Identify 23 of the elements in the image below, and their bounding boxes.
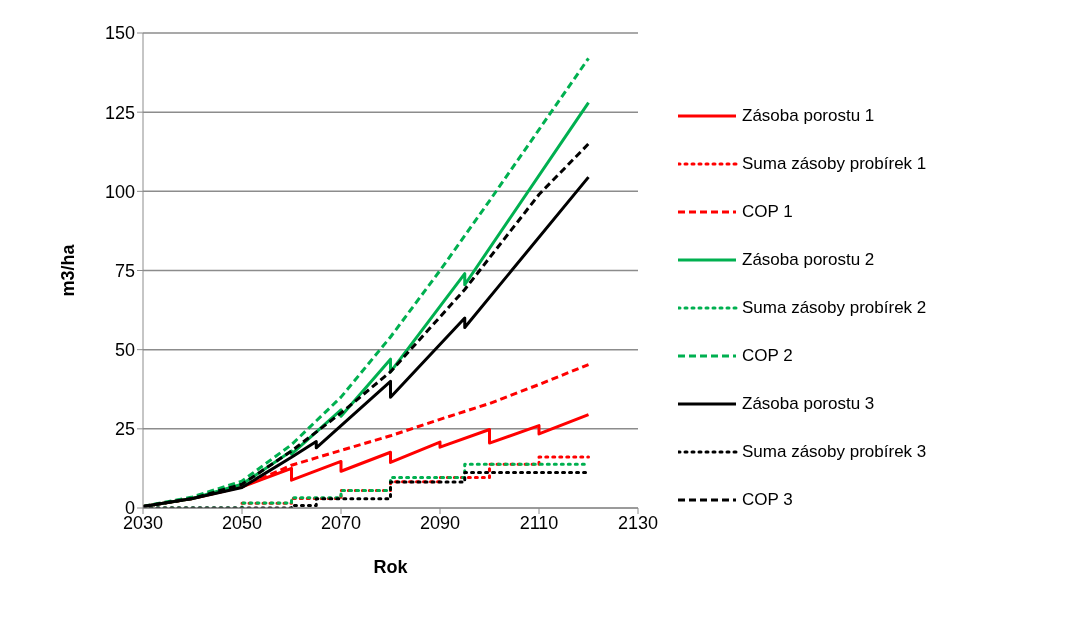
legend-label: Zásoba porostu 2 <box>742 250 875 270</box>
legend-label: COP 1 <box>742 202 793 222</box>
x-axis-title: Rok <box>373 557 409 577</box>
y-tick-label: 100 <box>104 181 135 202</box>
y-tick-label: 125 <box>104 102 135 123</box>
legend-label: Zásoba porostu 1 <box>742 106 875 126</box>
x-tick-label: 2070 <box>320 512 362 533</box>
x-tick-label: 2090 <box>419 512 461 533</box>
legend-label: COP 3 <box>742 490 793 510</box>
legend-label: Suma zásoby probírek 2 <box>742 298 927 318</box>
legend-label: Suma zásoby probírek 3 <box>742 442 927 462</box>
x-tick-label: 2110 <box>519 512 559 533</box>
y-tick-label: 75 <box>114 260 135 281</box>
x-tick-label: 2050 <box>221 512 263 533</box>
y-tick-label: 25 <box>114 419 135 440</box>
y-tick-label: 50 <box>114 340 135 361</box>
legend-label: COP 2 <box>742 346 793 366</box>
line-series <box>240 455 590 505</box>
y-axis-title: m3/ha <box>58 243 79 297</box>
legend-label: Zásoba porostu 3 <box>742 394 875 414</box>
y-tick-label: 150 <box>104 23 135 44</box>
x-tick-label: 2130 <box>617 512 659 533</box>
legend-label: Suma zásoby probírek 1 <box>742 154 927 174</box>
